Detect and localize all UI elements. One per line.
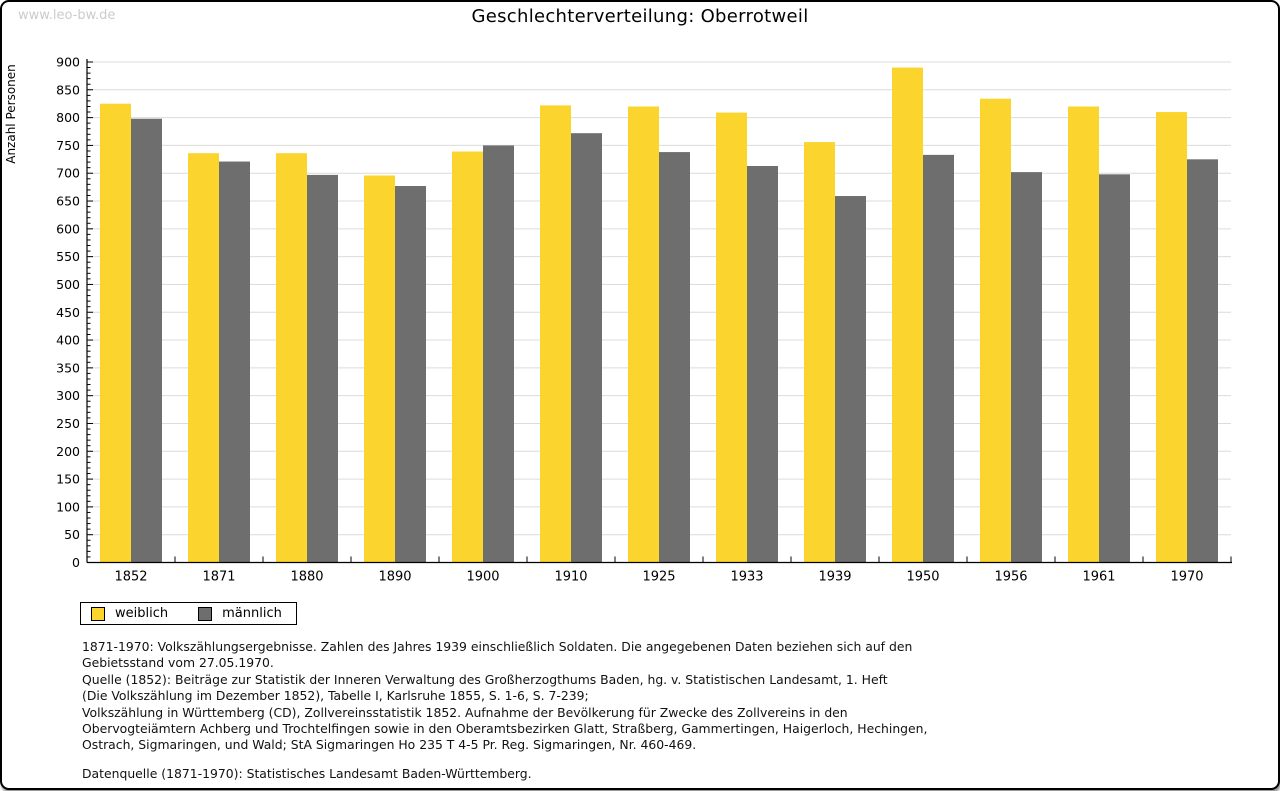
- y-tick-label: 50: [64, 527, 80, 542]
- bar-männlich-1961: [1099, 174, 1130, 563]
- bar-männlich-1900: [483, 145, 514, 563]
- bar-männlich-1880: [307, 174, 338, 563]
- bar-weiblich-1939: [804, 142, 835, 563]
- footnote-line: (Die Volkszählung im Dezember 1852), Tab…: [82, 688, 589, 704]
- legend-label-weiblich: weiblich: [115, 606, 169, 621]
- footnote-line: Gebietsstand vom 27.05.1970.: [82, 655, 274, 671]
- y-tick-label: 600: [56, 221, 80, 236]
- bar-männlich-1933: [747, 165, 778, 563]
- watermark: www.leo-bw.de: [18, 8, 116, 23]
- bar-männlich-1871: [219, 161, 250, 563]
- y-tick-label: 650: [56, 194, 80, 209]
- y-axis-title: Anzahl Personen: [4, 64, 18, 164]
- bar-weiblich-1852: [100, 103, 131, 563]
- x-tick-label: 1961: [1082, 570, 1115, 585]
- bar-männlich-1925: [659, 152, 690, 563]
- y-tick-label: 500: [56, 277, 80, 292]
- y-tick-label: 300: [56, 388, 80, 403]
- x-tick-label: 1900: [466, 570, 499, 585]
- bar-weiblich-1890: [364, 175, 395, 563]
- y-tick-label: 200: [56, 444, 80, 459]
- y-tick-label: 150: [56, 472, 80, 487]
- x-tick-label: 1925: [642, 570, 675, 585]
- bar-chart: 0 50 100 150 200 250 300 350 400 450 500 550 600 650 7…: [4, 55, 1232, 585]
- y-tick-label: 850: [56, 82, 80, 97]
- footnotes: 1871-1970: Volkszählungsergebnisse. Zahl…: [82, 639, 1248, 782]
- y-tick-label: 350: [56, 360, 80, 375]
- bar-männlich-1890: [395, 186, 426, 563]
- footnote-line: Quelle (1852): Beiträge zur Statistik de…: [82, 671, 888, 687]
- x-tick-label: 1890: [378, 570, 411, 585]
- bar-weiblich-1925: [628, 106, 659, 563]
- x-tick-label: 1852: [114, 570, 147, 585]
- bar-weiblich-1970: [1156, 112, 1187, 563]
- bar-männlich-1910: [571, 133, 602, 563]
- datasource-line: Datenquelle (1871-1970): Statistisches L…: [82, 765, 532, 781]
- bar-weiblich-1880: [276, 153, 307, 563]
- y-tick-label: 400: [56, 333, 80, 348]
- y-tick-label: 750: [56, 138, 80, 153]
- page-title: Geschlechterverteilung: Oberrotweil: [471, 6, 809, 27]
- bar-weiblich-1910: [540, 105, 571, 563]
- bar-weiblich-1933: [716, 112, 747, 563]
- y-tick-label: 550: [56, 249, 80, 264]
- y-tick-label: 700: [56, 166, 80, 181]
- bar-weiblich-1871: [188, 153, 219, 563]
- legend-swatch-weiblich: [91, 606, 105, 621]
- y-tick-label: 900: [56, 55, 80, 70]
- bar-weiblich-1961: [1068, 106, 1099, 563]
- x-tick-label: 1910: [554, 570, 587, 585]
- footnote-line: Obervogteiämtern Achberg und Trochtelfin…: [82, 721, 928, 737]
- bar-männlich-1950: [923, 154, 954, 563]
- x-tick-label: 1939: [818, 570, 851, 585]
- x-tick-label: 1956: [994, 570, 1027, 585]
- y-tick-label: 450: [56, 305, 80, 320]
- legend: weiblich männlich: [80, 602, 297, 625]
- bar-männlich-1956: [1011, 172, 1042, 563]
- legend-swatch-maennlich: [198, 606, 213, 621]
- footnote-line: Ostrach, Sigmaringen, und Wald; StA Sigm…: [82, 737, 697, 753]
- legend-item-maennlich: männlich: [198, 606, 282, 621]
- x-tick-label: 1880: [290, 570, 323, 585]
- y-tick-label: 100: [56, 499, 80, 514]
- bar-weiblich-1950: [892, 67, 923, 563]
- bar-männlich-1852: [131, 118, 162, 563]
- footnote-line: 1871-1970: Volkszählungsergebnisse. Zahl…: [82, 639, 913, 654]
- legend-item-weiblich: weiblich: [91, 606, 168, 621]
- x-tick-label: 1950: [906, 570, 939, 585]
- y-tick-label: 250: [56, 416, 80, 431]
- bar-weiblich-1900: [452, 151, 483, 563]
- footnote-line: Volkszählung in Württemberg (CD), Zollve…: [82, 704, 848, 720]
- x-tick-label: 1871: [202, 570, 235, 585]
- bar-männlich-1939: [835, 196, 866, 563]
- bar-männlich-1970: [1187, 159, 1218, 563]
- x-tick-label: 1933: [730, 570, 763, 585]
- bar-weiblich-1956: [980, 98, 1011, 563]
- y-tick-label: 800: [56, 110, 80, 125]
- legend-label-maennlich: männlich: [222, 606, 282, 621]
- x-tick-label: 1970: [1170, 570, 1203, 585]
- y-tick-label: 0: [72, 555, 80, 570]
